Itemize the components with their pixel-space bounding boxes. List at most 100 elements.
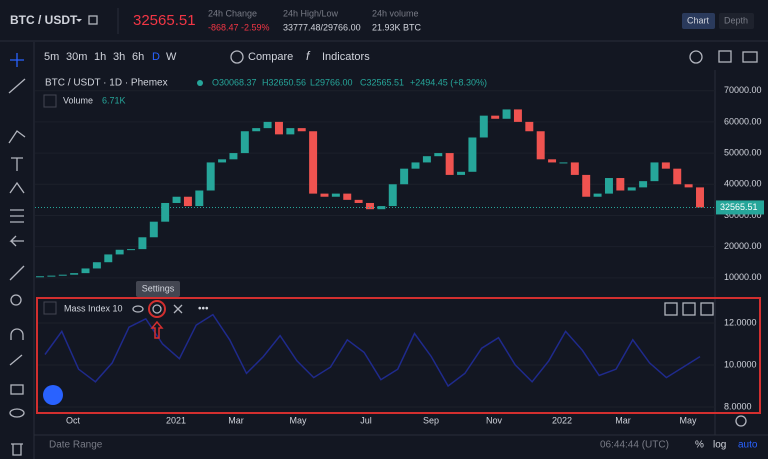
candle <box>149 221 158 238</box>
logo[interactable] <box>43 385 63 405</box>
status-dot <box>197 80 203 86</box>
interval[interactable]: D <box>152 51 160 63</box>
price-tick-label: 50000.00 <box>724 147 762 157</box>
indicator-name: Mass Index 10 <box>64 303 123 313</box>
info-icon[interactable] <box>88 15 98 25</box>
candle <box>92 262 101 269</box>
candle <box>229 153 238 160</box>
shape-tool[interactable] <box>9 181 25 194</box>
axis-settings[interactable] <box>735 415 747 427</box>
restore-btn[interactable] <box>700 302 714 316</box>
close-btn[interactable] <box>682 302 696 316</box>
eye-icon[interactable] <box>132 305 144 313</box>
magnet-tool[interactable] <box>10 328 24 340</box>
interval[interactable]: 5m <box>44 51 59 63</box>
date-range[interactable]: Date Range <box>49 440 103 451</box>
candle <box>70 273 79 275</box>
compare-icon[interactable] <box>230 50 244 64</box>
candle <box>388 184 397 207</box>
pattern-tool[interactable] <box>8 130 26 144</box>
crosshair-tool[interactable] <box>10 53 24 67</box>
log-toggle[interactable]: log <box>713 440 726 451</box>
ruler-tool[interactable] <box>9 265 25 281</box>
candle <box>411 162 420 169</box>
up-btn[interactable] <box>664 302 678 316</box>
indicators[interactable]: Indicators <box>322 51 370 63</box>
candle <box>343 193 352 200</box>
visibility-tool[interactable] <box>9 408 25 418</box>
x-tick-label: 2021 <box>166 415 186 425</box>
candle <box>457 171 466 175</box>
delete-tool[interactable] <box>11 443 23 456</box>
ohlc: L29766.00 <box>310 77 353 87</box>
candle <box>536 131 545 160</box>
stat-value: -868.47 -2.59% <box>208 22 270 32</box>
snapshot-icon[interactable] <box>742 51 758 63</box>
price-tick-label: 70000.00 <box>724 85 762 95</box>
compare[interactable]: Compare <box>248 51 293 63</box>
ohlc: O30068.37 <box>212 77 257 87</box>
highlight-box <box>36 297 761 414</box>
interval[interactable]: 6h <box>132 51 144 63</box>
tab-active[interactable] <box>682 13 715 29</box>
candle <box>309 131 318 194</box>
candle <box>548 159 557 163</box>
symbol[interactable]: BTC / USDT <box>10 13 78 27</box>
header-price: 32565.51 <box>133 12 196 29</box>
lock-tool[interactable] <box>10 384 24 395</box>
zoom-tool[interactable] <box>10 294 22 306</box>
candle <box>604 178 613 194</box>
candle <box>206 162 215 191</box>
candle <box>661 162 670 169</box>
candle <box>263 121 272 129</box>
tooltip-bg <box>136 281 180 297</box>
candle <box>593 193 602 197</box>
candle <box>468 137 477 172</box>
stat-value: 21.93K BTC <box>372 22 422 32</box>
candle <box>422 156 431 163</box>
candle <box>513 109 522 122</box>
tab-bg[interactable] <box>719 13 754 29</box>
interval[interactable]: W <box>166 51 177 63</box>
tab[interactable]: Chart <box>687 15 710 25</box>
more-icon[interactable]: ••• <box>198 304 209 315</box>
remove-icon[interactable] <box>173 304 183 314</box>
candle <box>286 128 295 135</box>
candle <box>616 178 625 191</box>
candle <box>36 276 44 278</box>
back-tool[interactable] <box>9 235 24 247</box>
fullscreen-icon[interactable] <box>718 50 732 63</box>
interval[interactable]: 1h <box>94 51 106 63</box>
tab[interactable]: Depth <box>724 15 748 25</box>
candle <box>491 115 500 119</box>
x-tick-label: Oct <box>66 415 81 425</box>
indicators-icon[interactable]: f <box>306 49 311 63</box>
settings-icon[interactable] <box>152 304 162 314</box>
settings-icon[interactable] <box>689 50 703 64</box>
candle <box>138 237 147 250</box>
indicator-tick-label: 8.0000 <box>724 401 752 411</box>
candle <box>639 181 648 188</box>
auto-toggle[interactable]: auto <box>738 440 758 451</box>
mass-index-line <box>44 313 701 388</box>
dropdown-arrow[interactable] <box>76 19 82 22</box>
x-tick-label: 2022 <box>552 415 572 425</box>
percent-toggle[interactable]: % <box>695 440 704 451</box>
fib-tool[interactable] <box>10 209 24 223</box>
candle <box>377 206 386 210</box>
candle <box>195 190 204 207</box>
interval[interactable]: 30m <box>66 51 87 63</box>
price-tick-label: 20000.00 <box>724 241 762 251</box>
trendline-tool[interactable] <box>8 78 26 94</box>
interval[interactable]: 3h <box>113 51 125 63</box>
volume-label: Volume <box>63 95 93 105</box>
candle <box>366 202 374 210</box>
collapse-btn[interactable] <box>43 94 57 108</box>
x-tick-label: Mar <box>615 415 631 425</box>
pen-tool[interactable] <box>9 354 23 366</box>
text-tool[interactable] <box>11 157 23 171</box>
candle <box>218 159 227 163</box>
candle <box>673 168 682 185</box>
collapse-btn[interactable] <box>43 301 57 315</box>
